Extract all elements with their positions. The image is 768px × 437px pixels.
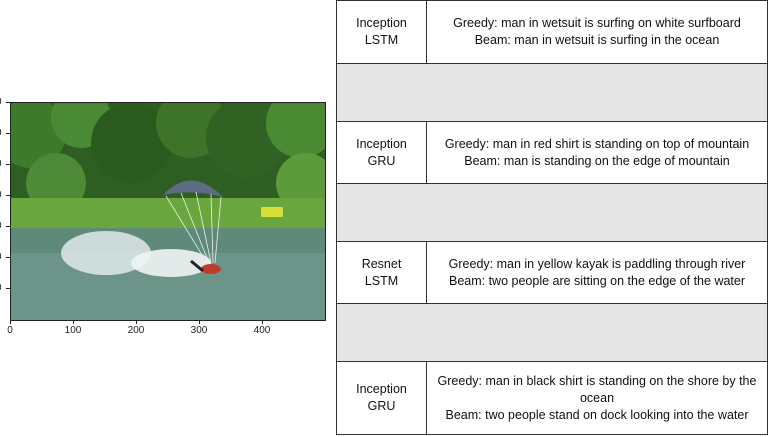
- parachute-line: [214, 196, 222, 264]
- greedy-caption: Greedy: man in red shirt is standing on …: [444, 136, 750, 151]
- beam-caption: Beam: two people stand on dock looking i…: [445, 407, 749, 422]
- y-tick-mark: [6, 288, 10, 289]
- table-row: Inception GRU Greedy: man in black shirt…: [336, 361, 768, 435]
- spacer-row: [336, 303, 768, 362]
- photo-illustration: [11, 103, 325, 320]
- x-tick-mark: [262, 320, 263, 324]
- spacer-cell: [336, 303, 768, 362]
- x-tick-label: 100: [64, 325, 82, 336]
- person-legs: [190, 259, 204, 273]
- spacer-row: [336, 183, 768, 242]
- tree-foliage: [206, 103, 286, 178]
- yellow-sign: [261, 207, 283, 217]
- person-figure: [201, 264, 221, 274]
- model-type: LSTM: [364, 273, 399, 288]
- model-name: Resnet: [361, 256, 402, 271]
- y-tick-label: 0: [0, 221, 2, 232]
- spacer-cell: [336, 63, 768, 122]
- x-tick-label: 200: [127, 325, 145, 336]
- tree-foliage: [276, 153, 325, 213]
- model-cell: Resnet LSTM: [336, 241, 427, 304]
- spacer-cell: [336, 183, 768, 242]
- model-cell: Inception GRU: [336, 121, 427, 184]
- x-tick-label: 400: [253, 325, 271, 336]
- y-tick-label: 0: [0, 97, 2, 108]
- caption-cell: Greedy: man in black shirt is standing o…: [426, 361, 768, 435]
- y-tick-mark: [6, 133, 10, 134]
- figure-panel: 0 0 0 0 0 0 0 0 100 200 300 400: [0, 0, 336, 437]
- x-tick-mark: [73, 320, 74, 324]
- model-type: LSTM: [364, 33, 399, 47]
- caption-cell: Greedy: man in wetsuit is surfing on whi…: [426, 0, 768, 64]
- model-cell: Inception GRU: [336, 361, 427, 435]
- beam-caption: Beam: man in wetsuit is surfing in the o…: [474, 33, 720, 47]
- y-tick-mark: [6, 257, 10, 258]
- greedy-caption: Greedy: man in black shirt is standing o…: [437, 373, 757, 405]
- greedy-caption: Greedy: man in yellow kayak is paddling …: [448, 256, 746, 271]
- model-name: Inception: [356, 136, 407, 151]
- parachute-line: [210, 193, 214, 264]
- greedy-caption: Greedy: man in wetsuit is surfing on whi…: [453, 16, 741, 30]
- y-tick-label: 0: [0, 283, 2, 294]
- caption-cell: Greedy: man in yellow kayak is paddling …: [426, 241, 768, 304]
- beam-caption: Beam: two people are sitting on the edge…: [448, 273, 746, 288]
- model-type: GRU: [367, 399, 396, 413]
- sample-photo: [10, 102, 326, 321]
- y-tick-mark: [6, 195, 10, 196]
- y-tick-label: 0: [0, 128, 2, 139]
- parachute-line: [195, 191, 212, 264]
- model-name: Inception: [356, 382, 407, 396]
- y-tick-mark: [6, 164, 10, 165]
- spacer-row: [336, 63, 768, 122]
- model-cell: Inception LSTM: [336, 0, 427, 64]
- tree-foliage: [91, 103, 171, 183]
- model-name: Inception: [356, 16, 407, 30]
- y-tick-mark: [6, 102, 10, 103]
- table-row: Resnet LSTM Greedy: man in yellow kayak …: [336, 241, 768, 304]
- water-splash: [131, 249, 211, 277]
- x-tick-mark: [199, 320, 200, 324]
- caption-results-table: Inception LSTM Greedy: man in wetsuit is…: [336, 0, 768, 435]
- caption-cell: Greedy: man in red shirt is standing on …: [426, 121, 768, 184]
- x-tick-label: 300: [190, 325, 208, 336]
- y-tick-label: 0: [0, 190, 2, 201]
- table-row: Inception LSTM Greedy: man in wetsuit is…: [336, 0, 768, 64]
- beam-caption: Beam: man is standing on the edge of mou…: [464, 153, 730, 168]
- y-tick-label: 0: [0, 252, 2, 263]
- tree-foliage: [266, 103, 325, 158]
- x-tick-label: 0: [7, 325, 13, 336]
- y-tick-mark: [6, 226, 10, 227]
- model-type: GRU: [367, 153, 396, 168]
- parachute-canopy: [163, 180, 223, 197]
- x-tick-mark: [136, 320, 137, 324]
- water-splash: [61, 231, 151, 275]
- y-tick-label: 0: [0, 159, 2, 170]
- table-row: Inception GRU Greedy: man in red shirt i…: [336, 121, 768, 184]
- parachute-line: [180, 192, 210, 264]
- x-tick-mark: [10, 320, 11, 324]
- parachute-line: [165, 195, 208, 264]
